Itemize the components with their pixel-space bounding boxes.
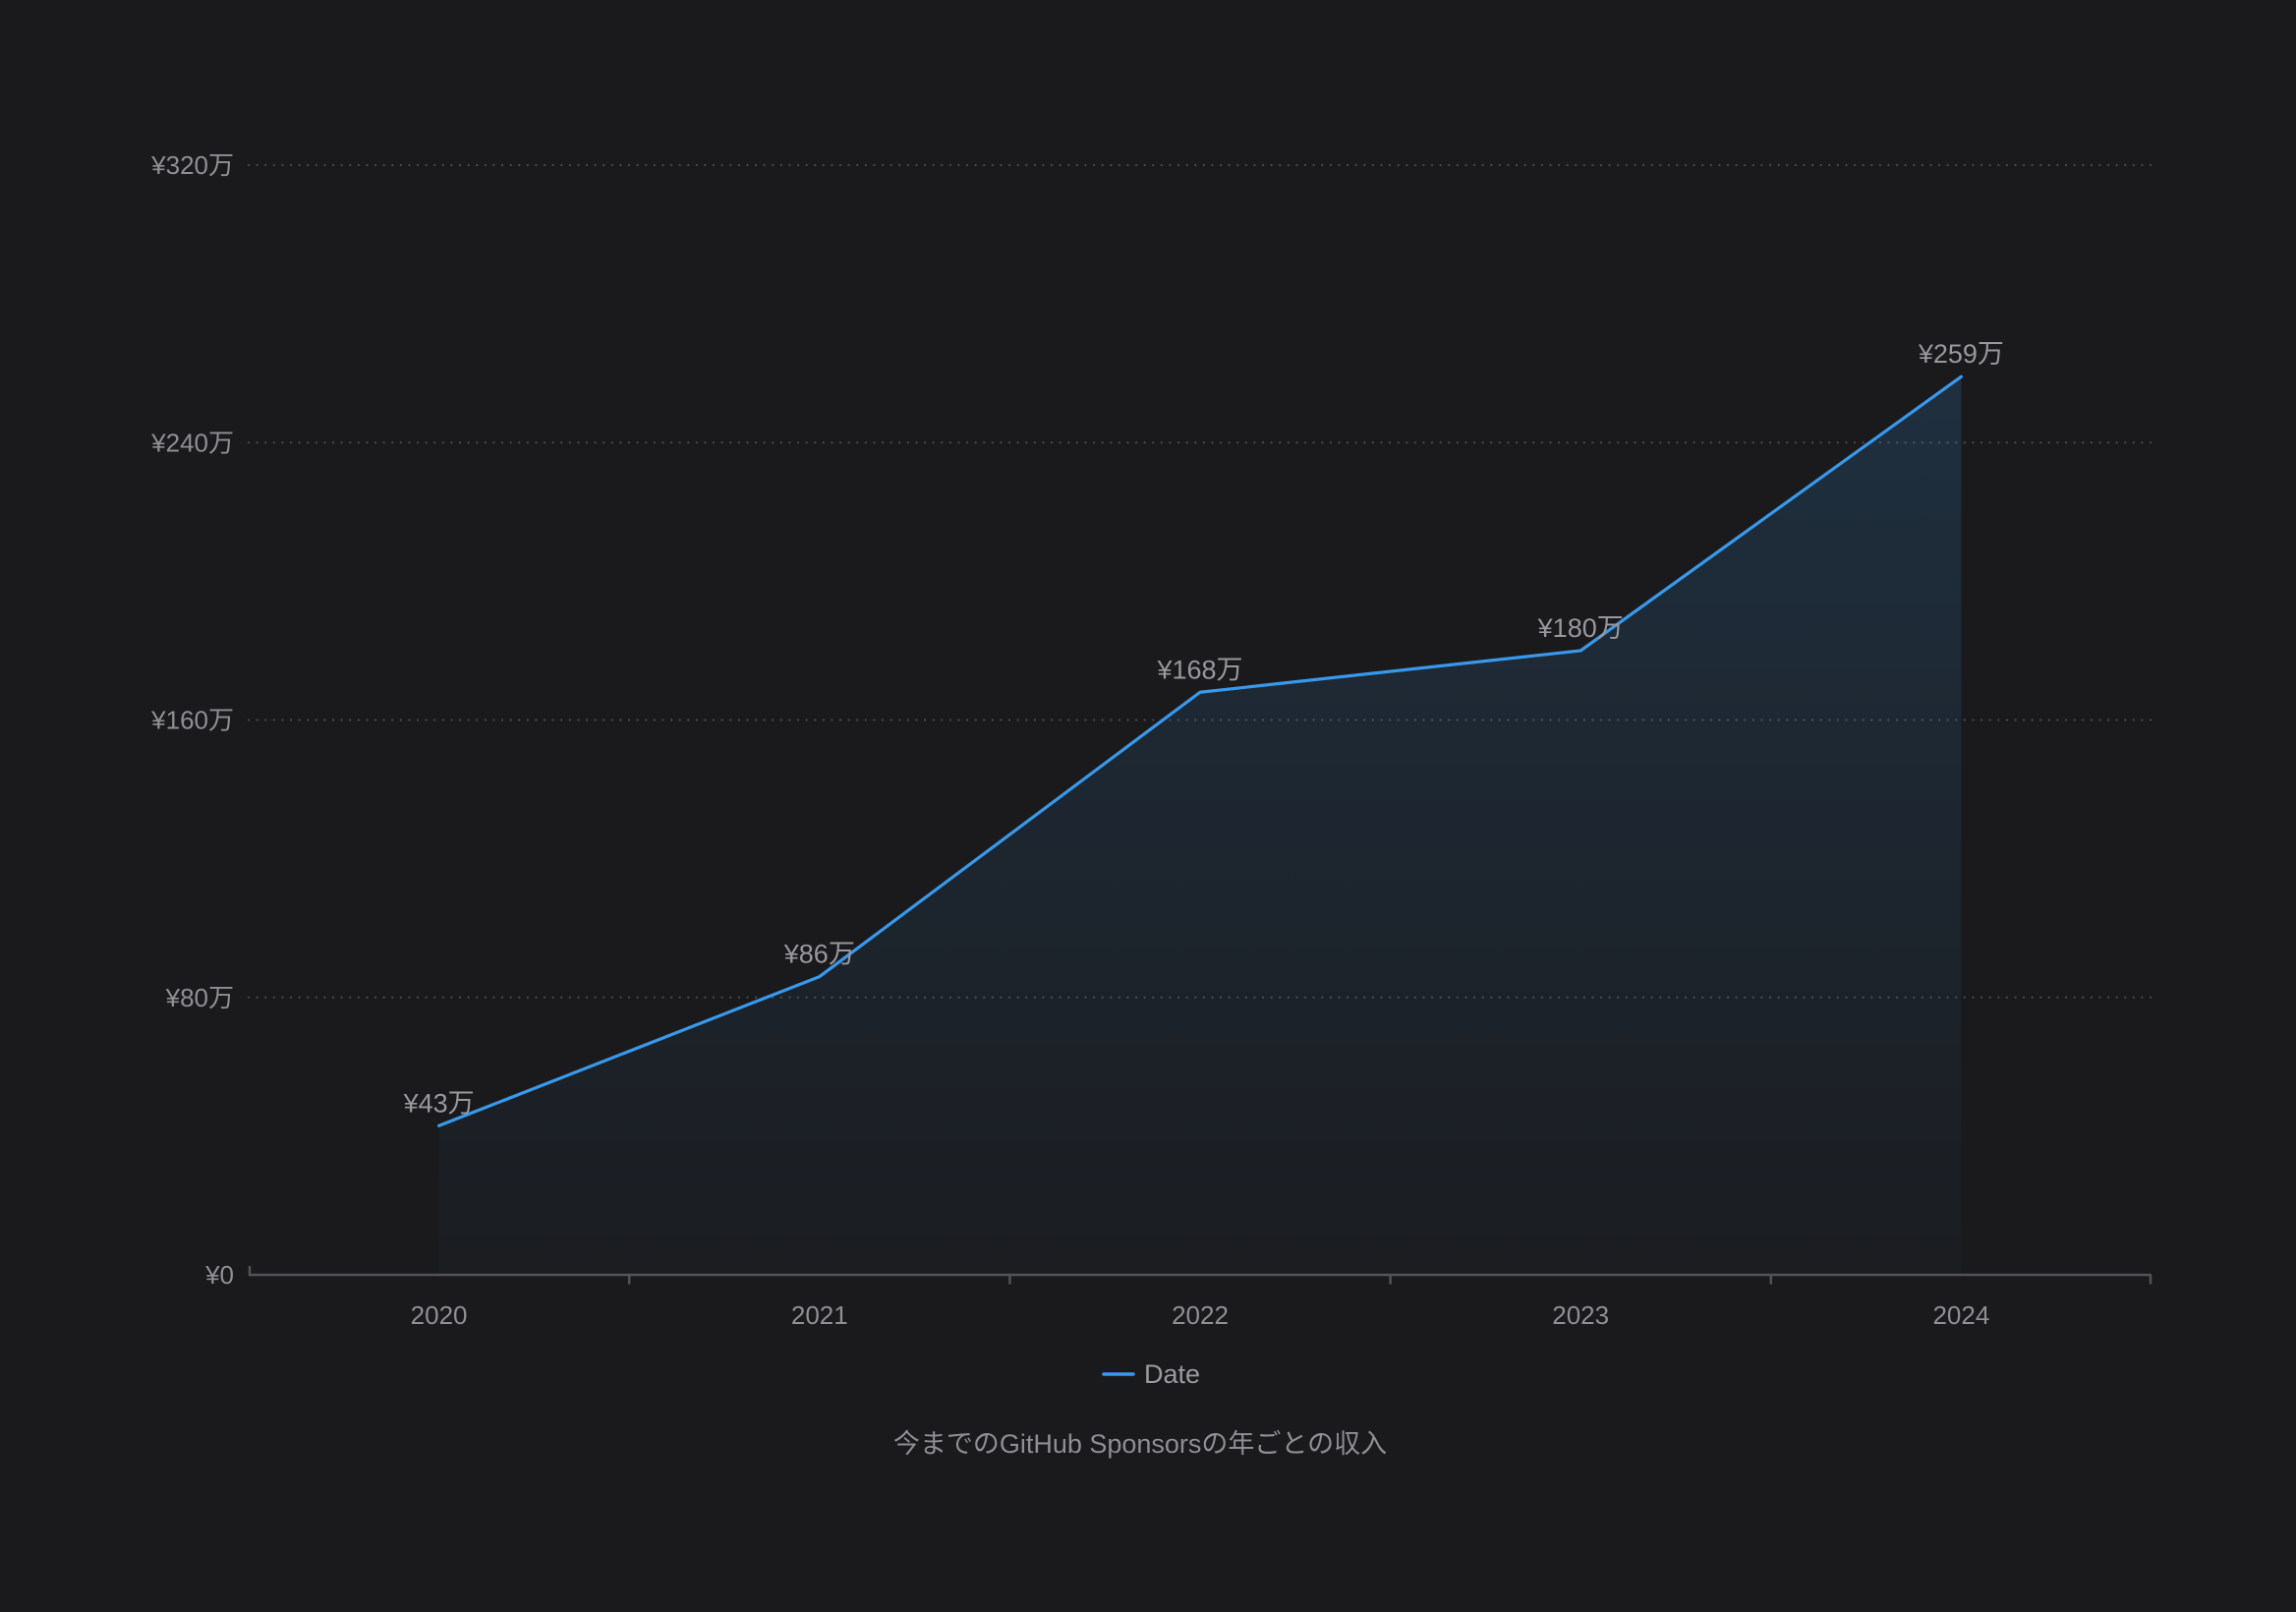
x-tick-label: 2022 — [1172, 1300, 1229, 1330]
legend-label: Date — [1144, 1359, 1200, 1389]
data-point-label: ¥168万 — [1156, 655, 1242, 684]
data-point-label: ¥43万 — [403, 1088, 475, 1118]
legend[interactable]: Date — [1102, 1359, 1200, 1389]
y-tick-label: ¥320万 — [150, 150, 234, 180]
x-tick-label: 2020 — [411, 1300, 468, 1330]
x-axis-labels: 2020 2021 2022 2023 2024 — [411, 1300, 1990, 1330]
x-axis — [248, 1266, 2152, 1285]
x-tick-label: 2023 — [1552, 1300, 1609, 1330]
y-axis-labels: ¥0 ¥80万 ¥160万 ¥240万 ¥320万 — [150, 150, 234, 1290]
y-tick-label: ¥160万 — [150, 706, 234, 735]
data-point-label: ¥259万 — [1918, 339, 2004, 369]
x-tick-label: 2021 — [791, 1300, 848, 1330]
data-point-label: ¥86万 — [783, 940, 855, 969]
x-tick-label: 2024 — [1932, 1300, 1989, 1330]
chart-caption: 今までのGitHub Sponsorsの年ごとの収入 — [893, 1429, 1387, 1459]
y-tick-label: ¥0 — [204, 1260, 234, 1290]
y-tick-label: ¥240万 — [150, 428, 234, 457]
data-point-labels: ¥43万 ¥86万 ¥168万 ¥180万 ¥259万 — [403, 339, 2004, 1118]
area-fill — [438, 376, 1962, 1275]
y-tick-label: ¥80万 — [165, 983, 234, 1012]
data-line — [437, 374, 1964, 1127]
data-point-label: ¥180万 — [1537, 613, 1624, 643]
